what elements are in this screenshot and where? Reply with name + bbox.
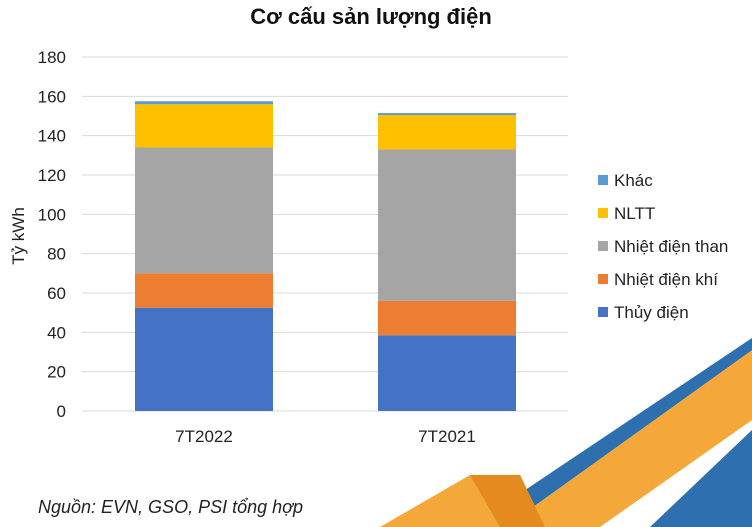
legend-swatch: [598, 208, 608, 218]
chart-title: Cơ cấu sản lượng điện: [250, 4, 492, 29]
y-tick-label: 80: [47, 245, 66, 264]
decorative-shapes: [380, 338, 752, 527]
legend-label: Khác: [614, 171, 653, 190]
bar-segment: [135, 273, 273, 308]
y-tick-label: 0: [57, 402, 66, 421]
x-tick-label: 7T2021: [418, 427, 476, 446]
source-note: Nguồn: EVN, GSO, PSI tổng hợp: [38, 497, 304, 517]
y-axis-label: Tỷ kWh: [9, 207, 28, 265]
deco-orange-band: [505, 350, 752, 527]
y-tick-label: 140: [38, 127, 66, 146]
bar-segment: [135, 101, 273, 105]
deco-blue-corner: [650, 430, 752, 527]
legend-label: Thủy điện: [614, 303, 689, 322]
bar-segment: [378, 115, 516, 150]
y-tick-label: 120: [38, 166, 66, 185]
y-tick-label: 40: [47, 323, 66, 342]
y-axis-ticks: 0 20 40 60 80 100 120 140 160 180: [38, 48, 66, 421]
bar-segment: [378, 113, 516, 116]
y-tick-label: 100: [38, 205, 66, 224]
bar-segment: [378, 300, 516, 336]
legend-label: Nhiệt điện than: [614, 237, 728, 256]
bar-segment: [135, 307, 273, 411]
legend-swatch: [598, 307, 608, 317]
bars: [135, 101, 516, 411]
x-axis-ticks: 7T2022 7T2021: [175, 427, 476, 446]
bar-segment: [378, 335, 516, 411]
legend: Khác NLTT Nhiệt điện than Nhiệt điện khí Thủ…: [598, 171, 728, 322]
x-tick-label: 7T2022: [175, 427, 233, 446]
deco-orange-dark: [470, 475, 545, 527]
legend-label: NLTT: [614, 204, 655, 223]
bar-segment: [378, 149, 516, 301]
y-tick-label: 180: [38, 48, 66, 67]
y-tick-label: 160: [38, 87, 66, 106]
deco-blue-band: [470, 338, 752, 527]
bar-segment: [135, 104, 273, 148]
legend-swatch: [598, 274, 608, 284]
y-tick-label: 20: [47, 363, 66, 382]
legend-swatch: [598, 175, 608, 185]
legend-label: Nhiệt điện khí: [614, 270, 718, 289]
legend-swatch: [598, 241, 608, 251]
bar-segment: [135, 147, 273, 274]
y-tick-label: 60: [47, 284, 66, 303]
